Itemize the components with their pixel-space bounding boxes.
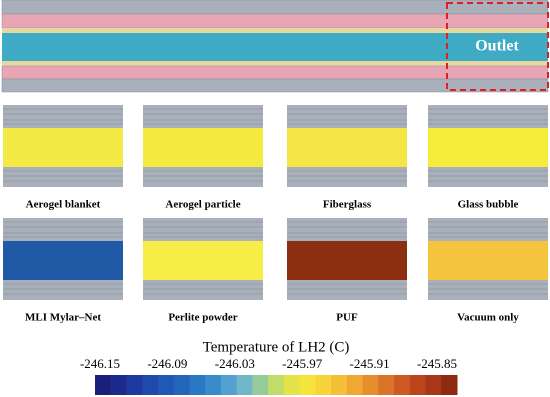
colorbar-tick: -246.03 (215, 356, 255, 371)
outlet-label: Outlet (475, 38, 519, 55)
insulation-bottom (3, 167, 123, 187)
pipe-top (1, 0, 549, 93)
colorbar-segment (315, 375, 332, 395)
insulation-bottom (143, 167, 263, 187)
insulation-bottom (428, 167, 548, 187)
lh2-core (428, 241, 548, 280)
colorbar-segment (142, 375, 159, 395)
insulation-bottom (143, 280, 263, 300)
colorbar-segment (110, 375, 127, 395)
colorbar-segment (394, 375, 411, 395)
colorbar-segment (409, 375, 427, 395)
colorbar-segment (236, 375, 253, 395)
lh2-core (143, 241, 263, 280)
colorbar-tick: -245.91 (350, 356, 390, 371)
panel-label: Perlite powder (168, 312, 237, 324)
colorbar-tick: -246.15 (80, 356, 120, 371)
insulation-bottom (428, 280, 548, 300)
insulation-top (143, 218, 263, 241)
colorbar-segment (299, 375, 316, 395)
colorbar-title: Temperature of LH2 (C) (203, 339, 350, 355)
insulation-top (3, 218, 123, 241)
insulation-bottom (287, 167, 407, 187)
colorbar-segment (331, 375, 348, 395)
colorbar-segment (126, 375, 143, 395)
lh2-core (3, 241, 123, 280)
colorbar-segment (362, 375, 379, 395)
colorbar-segment (441, 375, 458, 395)
panel-label: Aerogel blanket (26, 199, 101, 211)
lh2-core (428, 128, 548, 167)
panel-label: PUF (336, 312, 358, 324)
panel-label: Glass bubble (458, 199, 519, 211)
panel-label: MLI Mylar–Net (25, 312, 101, 324)
lh2-core (3, 128, 123, 167)
insulation-top (287, 218, 407, 241)
insulation-top (3, 105, 123, 128)
colorbar-segment (157, 375, 175, 395)
colorbar-segment (220, 375, 238, 395)
colorbar-segment (268, 375, 285, 395)
colorbar-segment (205, 375, 222, 395)
colorbar-segment (425, 375, 442, 395)
colorbar-segment (283, 375, 301, 395)
insulation-bottom (3, 280, 123, 300)
insulation-bottom (287, 280, 407, 300)
colorbar-segment (346, 375, 364, 395)
panel-label: Aerogel particle (165, 199, 240, 211)
lh2-core (143, 128, 263, 167)
colorbar-segment (252, 375, 269, 395)
panel-label: Vacuum only (457, 312, 519, 324)
lh2-core (287, 241, 407, 280)
colorbar-segment (378, 375, 395, 395)
colorbar-segment (173, 375, 190, 395)
insulation-top (143, 105, 263, 128)
insulation-top (428, 105, 548, 128)
insulation-top (428, 218, 548, 241)
colorbar-tick: -245.85 (417, 356, 457, 371)
colorbar-tick: -246.09 (147, 356, 187, 371)
insulation-top (287, 105, 407, 128)
colorbar-segment (95, 375, 112, 395)
panel-label: Fiberglass (323, 199, 372, 211)
colorbar-segment (189, 375, 206, 395)
lh2-core (287, 128, 407, 167)
colorbar-tick: -245.97 (282, 356, 323, 371)
